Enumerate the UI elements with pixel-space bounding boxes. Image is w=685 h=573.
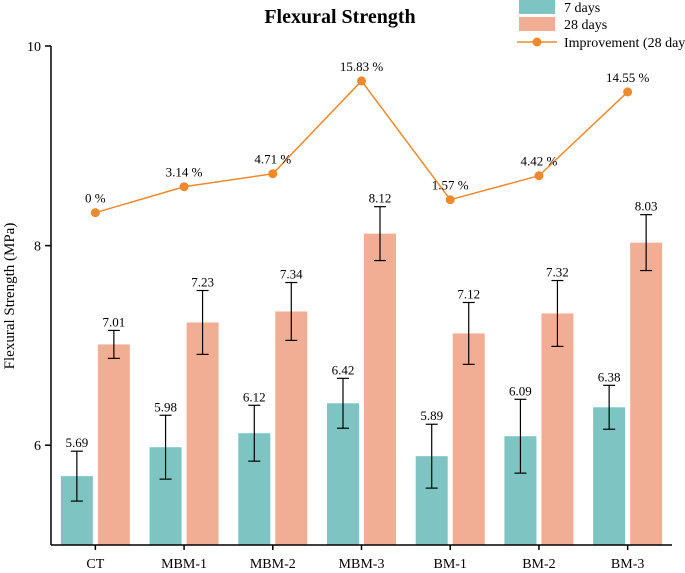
chart-title: Flexural Strength (264, 6, 415, 28)
data-label-7-days-6: 6.38 (598, 369, 621, 384)
legend-marker-improvement (532, 37, 542, 47)
improvement-point-1 (179, 182, 189, 192)
x-tick-label-bm-1: BM-1 (433, 557, 466, 572)
improvement-point-2 (268, 169, 278, 179)
bar-28-days-0 (97, 344, 130, 545)
x-tick-label-mbm-1: MBM-1 (161, 557, 207, 572)
bar-28-days-5 (541, 313, 574, 545)
improvement-label-5: 4.42 % (521, 154, 558, 169)
data-label-7-days-2: 6.12 (243, 389, 266, 404)
legend-label-28-days: 28 days (564, 18, 607, 33)
improvement-point-6 (623, 87, 633, 97)
improvement-label-3: 15.83 % (340, 59, 384, 74)
data-label-7-days-0: 5.69 (65, 435, 88, 450)
x-tick-label-mbm-2: MBM-2 (250, 557, 296, 572)
legend-swatch-28-days (519, 17, 555, 31)
legend-label-7-days: 7 days (564, 1, 600, 16)
improvement-point-5 (534, 171, 544, 181)
data-label-28-days-0: 7.01 (102, 314, 125, 329)
y-axis-label: Flexural Strength (MPa) (2, 223, 18, 370)
data-label-28-days-3: 8.12 (369, 191, 392, 206)
improvement-label-1: 3.14 % (166, 165, 203, 180)
data-label-7-days-1: 5.98 (154, 399, 177, 414)
data-label-7-days-4: 5.89 (420, 408, 443, 423)
bar-28-days-4 (452, 333, 485, 545)
bar-7-days-6 (593, 407, 626, 545)
y-tick-label-8: 8 (34, 240, 41, 255)
y-tick-label-6: 6 (34, 439, 41, 454)
bar-28-days-3 (364, 233, 396, 545)
improvement-label-6: 14.55 % (606, 70, 650, 85)
improvement-point-0 (90, 208, 100, 218)
improvement-label-0: 0 % (85, 191, 106, 206)
data-label-28-days-4: 7.12 (457, 286, 480, 301)
improvement-point-4 (445, 195, 455, 205)
plot-area: 5.69 5.98 6.12 6.42 5.89 6.09 6.38 7.01 7.23 7.34… (60, 59, 663, 545)
improvement-label-4: 1.57 % (432, 178, 469, 193)
legend: 7 days 28 days Improvement (28 days) (517, 0, 685, 51)
x-tick-label-ct: CT (86, 557, 104, 572)
improvement-label-2: 4.71 % (254, 152, 291, 167)
legend-label-improvement: Improvement (28 days) (564, 36, 685, 51)
legend-swatch-7-days (519, 0, 555, 14)
data-label-7-days-5: 6.09 (509, 383, 532, 398)
y-tick-label-10: 10 (27, 40, 41, 55)
bar-28-days-2 (275, 311, 308, 545)
y-axis-ticks: 6 8 10 (27, 40, 51, 454)
x-axis-ticks: CT MBM-1 MBM-2 MBM-3 BM-1 BM-2 BM-3 (86, 545, 644, 572)
data-label-28-days-6: 8.03 (635, 199, 658, 214)
data-label-7-days-3: 6.42 (332, 362, 355, 377)
x-tick-label-mbm-3: MBM-3 (339, 557, 385, 572)
data-label-28-days-2: 7.34 (280, 267, 303, 282)
bar-28-days-1 (186, 322, 219, 545)
improvement-line (95, 79, 629, 214)
data-label-28-days-1: 7.23 (191, 275, 214, 290)
bar-28-days-6 (630, 242, 663, 545)
x-tick-label-bm-2: BM-2 (522, 557, 555, 572)
x-tick-label-bm-3: BM-3 (611, 557, 644, 572)
improvement-point-3 (357, 76, 366, 86)
data-label-28-days-5: 7.32 (546, 265, 569, 280)
